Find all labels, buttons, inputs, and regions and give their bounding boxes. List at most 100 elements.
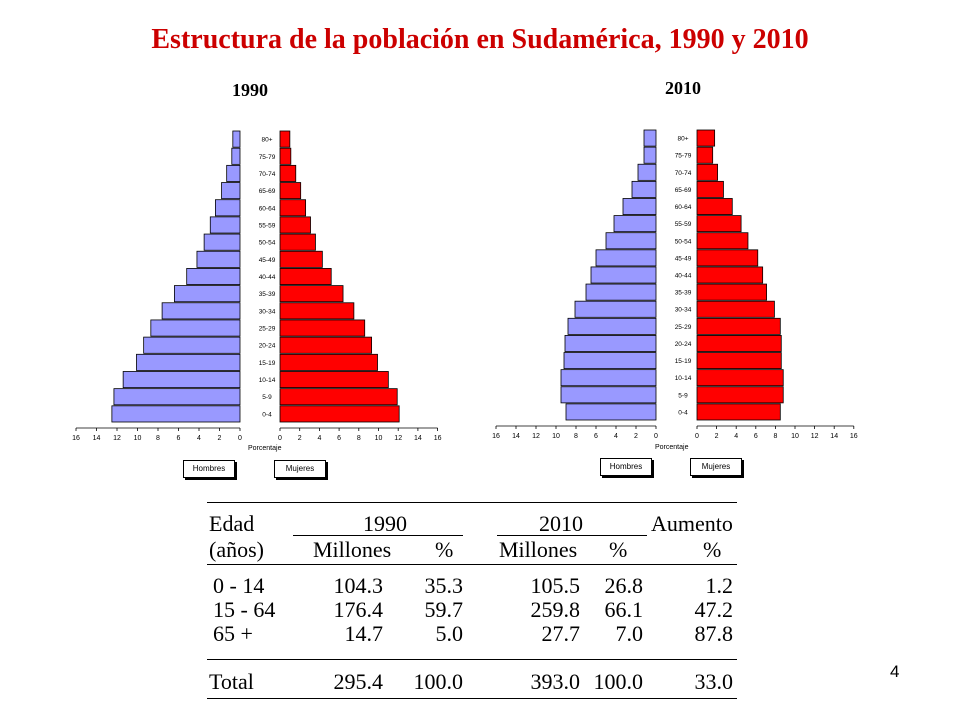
bar-mujeres-75-79: [696, 146, 714, 164]
row-total-col-2: 100.0: [413, 669, 464, 694]
age-label-40-44: 40-44: [675, 273, 692, 280]
age-label-55-59: 55-59: [259, 222, 276, 229]
age-label-70-74: 70-74: [259, 171, 276, 178]
x-tick-label: 8: [773, 433, 777, 440]
bar-hombres-25-29: [150, 319, 241, 337]
bar-mujeres-50-54: [696, 232, 749, 250]
row-0-14-col-0: 0 - 14: [213, 573, 265, 598]
row-total-col-3: 393.0: [530, 669, 581, 694]
age-label-30-34: 30-34: [259, 308, 276, 315]
age-label-75-79: 75-79: [259, 154, 276, 161]
x-tick-label: 4: [197, 435, 201, 442]
x-tick-label: 12: [532, 433, 540, 440]
bar-mujeres-80+: [279, 130, 291, 148]
bar-hombres-45-49: [595, 249, 657, 267]
population-pyramid-2010: 0-4 5-9 10-14 15-19 20-24 25-29 30-34 35-39 40-4…: [492, 129, 858, 451]
age-label-35-39: 35-39: [259, 291, 276, 298]
bar-mujeres-80+: [696, 129, 716, 147]
x-tick-label: 12: [811, 433, 819, 440]
row-0-14-col-3: 105.5: [530, 573, 581, 598]
row-65-plus-col-5: 87.8: [694, 621, 734, 646]
bar-mujeres-45-49: [279, 250, 323, 268]
bar-hombres-5-9: [560, 386, 657, 404]
age-label-5-9: 5-9: [678, 392, 688, 399]
bar-mujeres-50-54: [279, 233, 316, 251]
bar-hombres-0-4: [111, 405, 241, 423]
bar-mujeres-35-39: [696, 283, 767, 301]
x-tick-label: 8: [156, 435, 160, 442]
bar-mujeres-65-69: [696, 180, 724, 198]
bar-mujeres-70-74: [696, 163, 718, 181]
row-65-plus-col-2: 5.0: [435, 621, 464, 646]
bar-hombres-15-19: [563, 352, 657, 370]
age-label-50-54: 50-54: [675, 238, 692, 245]
header-edad: Edad: [209, 511, 255, 536]
bar-hombres-60-64: [622, 198, 657, 215]
row-15-64-col-5: 47.2: [694, 597, 734, 622]
table-total-rule: [207, 659, 737, 660]
bar-mujeres-55-59: [279, 216, 311, 234]
row-65-plus-col-1: 14.7: [344, 621, 384, 646]
x-tick-label: 6: [177, 435, 181, 442]
bar-hombres-20-24: [143, 336, 241, 354]
x-tick-label: 2: [634, 433, 638, 440]
legend-hombres-1990: Hombres: [183, 460, 235, 478]
x-tick-label: 6: [754, 433, 758, 440]
bar-hombres-55-59: [613, 215, 657, 233]
age-label-75-79: 75-79: [675, 153, 692, 160]
x-tick-label: 8: [574, 433, 578, 440]
header-pct-aumento: %: [703, 537, 722, 562]
x-tick-label: 16: [434, 435, 442, 442]
bar-hombres-75-79: [231, 147, 241, 165]
bar-hombres-15-19: [136, 353, 241, 371]
age-label-50-54: 50-54: [259, 240, 276, 247]
bar-hombres-60-64: [214, 199, 241, 217]
age-label-10-14: 10-14: [675, 375, 692, 382]
row-total-col-5: 33.0: [694, 669, 734, 694]
row-65-plus-col-3: 27.7: [541, 621, 581, 646]
row-0-14-col-4: 26.8: [604, 573, 644, 598]
bar-hombres-40-44: [186, 268, 241, 285]
x-tick-label: 10: [791, 433, 799, 440]
bar-mujeres-10-14: [279, 371, 389, 389]
bar-hombres-50-54: [605, 232, 657, 250]
legend-mujeres-2010: Mujeres: [690, 458, 742, 476]
legend-hombres-2010: Hombres: [600, 458, 652, 476]
age-label-25-29: 25-29: [259, 326, 276, 333]
bar-hombres-10-14: [122, 371, 241, 389]
bar-mujeres-25-29: [696, 317, 781, 335]
header-2010: 2010: [539, 511, 583, 536]
x-tick-label: 0: [238, 435, 242, 442]
row-0-14-col-5: 1.2: [705, 573, 734, 598]
bar-hombres-20-24: [564, 335, 657, 352]
rule-1990-left: [293, 535, 463, 536]
row-15-64-col-4: 66.1: [604, 597, 644, 622]
x-tick-label: 4: [317, 435, 321, 442]
page-title: Estructura de la población en Sudamérica…: [151, 24, 809, 55]
bar-hombres-40-44: [590, 266, 657, 284]
table-bottom-rule: [207, 698, 737, 699]
bar-hombres-70-74: [637, 163, 657, 181]
x-tick-label: 2: [715, 433, 719, 440]
age-label-35-39: 35-39: [675, 290, 692, 297]
bar-hombres-35-39: [585, 283, 657, 301]
age-label-65-69: 65-69: [259, 188, 276, 195]
bar-mujeres-40-44: [696, 266, 764, 284]
bar-mujeres-30-34: [279, 302, 355, 320]
age-label-20-24: 20-24: [259, 343, 276, 350]
row-65-plus-col-4: 7.0: [615, 621, 644, 646]
header-pct-2010: %: [609, 537, 628, 562]
x-tick-label: 12: [394, 435, 402, 442]
bar-mujeres-55-59: [696, 215, 742, 233]
page-number: 4: [890, 662, 900, 681]
bar-hombres-65-69: [221, 182, 241, 200]
row-15-64-col-2: 59.7: [424, 597, 464, 622]
bar-hombres-25-29: [567, 317, 657, 335]
x-tick-label: 8: [357, 435, 361, 442]
header-millones-1990: Millones: [313, 537, 392, 562]
bar-mujeres-40-44: [279, 268, 332, 285]
bar-mujeres-60-64: [696, 198, 733, 215]
header-1990: 1990: [363, 511, 407, 536]
population-table: Edad 1990 2010 Aumento (años) Millones %…: [207, 502, 737, 702]
x-tick-label: 0: [695, 433, 699, 440]
